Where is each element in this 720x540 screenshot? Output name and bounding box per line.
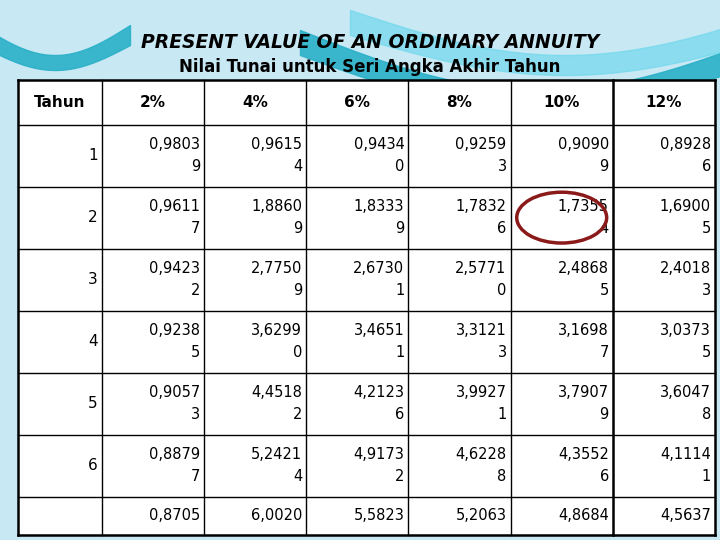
- Text: 0,9238: 0,9238: [149, 323, 200, 338]
- Text: 3,6299: 3,6299: [251, 323, 302, 338]
- Text: 8: 8: [702, 407, 711, 422]
- Text: 5: 5: [88, 396, 98, 411]
- Text: 7: 7: [600, 345, 609, 360]
- Text: 3: 3: [498, 159, 507, 174]
- Text: 4: 4: [88, 334, 98, 349]
- Text: 5,2063: 5,2063: [456, 508, 507, 523]
- Text: 4,1114: 4,1114: [660, 447, 711, 462]
- Text: 6%: 6%: [344, 95, 370, 110]
- Text: 0: 0: [293, 345, 302, 360]
- Text: 0: 0: [395, 159, 405, 174]
- Text: 9: 9: [395, 221, 405, 237]
- Text: 4,9173: 4,9173: [354, 447, 405, 462]
- Text: 2: 2: [191, 284, 200, 298]
- Text: Nilai Tunai untuk Seri Angka Akhir Tahun: Nilai Tunai untuk Seri Angka Akhir Tahun: [179, 58, 561, 76]
- Text: 3: 3: [191, 407, 200, 422]
- Text: 3,9927: 3,9927: [456, 385, 507, 400]
- Text: 2: 2: [88, 210, 98, 225]
- Text: 3,3121: 3,3121: [456, 323, 507, 338]
- Text: 0,9615: 0,9615: [251, 137, 302, 152]
- Text: 4,8684: 4,8684: [558, 508, 609, 523]
- Text: 1: 1: [395, 345, 405, 360]
- Text: 2: 2: [293, 407, 302, 422]
- Text: 2: 2: [395, 469, 405, 484]
- Text: 5: 5: [191, 345, 200, 360]
- Text: 4,2123: 4,2123: [354, 385, 405, 400]
- Text: Tahun: Tahun: [34, 95, 86, 110]
- Text: 3: 3: [498, 345, 507, 360]
- Text: 2,6730: 2,6730: [354, 261, 405, 276]
- Text: 7: 7: [191, 221, 200, 237]
- Text: 0,8879: 0,8879: [149, 447, 200, 462]
- Text: 5: 5: [702, 345, 711, 360]
- Text: 2,7750: 2,7750: [251, 261, 302, 276]
- Text: 7: 7: [191, 469, 200, 484]
- Text: 4%: 4%: [242, 95, 268, 110]
- Text: 0,9259: 0,9259: [456, 137, 507, 152]
- Text: 9: 9: [293, 284, 302, 298]
- Text: 5,5823: 5,5823: [354, 508, 405, 523]
- Text: 0: 0: [498, 284, 507, 298]
- Text: 10%: 10%: [544, 95, 580, 110]
- Text: 0,8705: 0,8705: [149, 508, 200, 523]
- Text: 9: 9: [600, 159, 609, 174]
- Text: 9: 9: [191, 159, 200, 174]
- Text: 0,9611: 0,9611: [149, 199, 200, 214]
- Text: 6: 6: [600, 469, 609, 484]
- Text: 0,9434: 0,9434: [354, 137, 405, 152]
- Text: 3,7907: 3,7907: [558, 385, 609, 400]
- Text: 1,8333: 1,8333: [354, 199, 405, 214]
- Text: 5,2421: 5,2421: [251, 447, 302, 462]
- Text: 5: 5: [702, 221, 711, 237]
- Text: 2,4018: 2,4018: [660, 261, 711, 276]
- Text: 8: 8: [498, 469, 507, 484]
- Text: 3,0373: 3,0373: [660, 323, 711, 338]
- Text: 9: 9: [293, 221, 302, 237]
- Text: 4: 4: [293, 159, 302, 174]
- Text: 6,0020: 6,0020: [251, 508, 302, 523]
- Text: 3: 3: [702, 284, 711, 298]
- Text: 2%: 2%: [140, 95, 166, 110]
- Text: 5: 5: [600, 284, 609, 298]
- Text: 1: 1: [395, 284, 405, 298]
- Text: 4: 4: [600, 221, 609, 237]
- Text: 6: 6: [498, 221, 507, 237]
- Text: 1: 1: [88, 148, 98, 163]
- Text: 1,6900: 1,6900: [660, 199, 711, 214]
- Text: 3,1698: 3,1698: [558, 323, 609, 338]
- Text: 8%: 8%: [446, 95, 472, 110]
- Text: 1: 1: [498, 407, 507, 422]
- Text: 4,4518: 4,4518: [251, 385, 302, 400]
- Text: 0,8928: 0,8928: [660, 137, 711, 152]
- Text: 4,3552: 4,3552: [558, 447, 609, 462]
- Text: 1,7355: 1,7355: [558, 199, 609, 214]
- Text: 4: 4: [293, 469, 302, 484]
- Text: 9: 9: [600, 407, 609, 422]
- Text: 0,9423: 0,9423: [149, 261, 200, 276]
- Text: 6: 6: [88, 458, 98, 473]
- Text: 2,5771: 2,5771: [455, 261, 507, 276]
- Text: 1,7832: 1,7832: [456, 199, 507, 214]
- Text: 1: 1: [702, 469, 711, 484]
- Bar: [18, 80, 715, 535]
- Text: 6: 6: [702, 159, 711, 174]
- Text: 1,8860: 1,8860: [251, 199, 302, 214]
- Text: 0,9090: 0,9090: [557, 137, 609, 152]
- Text: 3,4651: 3,4651: [354, 323, 405, 338]
- Text: 0,9803: 0,9803: [149, 137, 200, 152]
- Text: PRESENT VALUE OF AN ORDINARY ANNUITY: PRESENT VALUE OF AN ORDINARY ANNUITY: [141, 33, 599, 52]
- Text: 3,6047: 3,6047: [660, 385, 711, 400]
- Text: 12%: 12%: [646, 95, 682, 110]
- Text: 2,4868: 2,4868: [558, 261, 609, 276]
- Text: 3: 3: [88, 272, 98, 287]
- Text: 4,5637: 4,5637: [660, 508, 711, 523]
- Text: 0,9057: 0,9057: [149, 385, 200, 400]
- Text: 4,6228: 4,6228: [456, 447, 507, 462]
- Text: 6: 6: [395, 407, 405, 422]
